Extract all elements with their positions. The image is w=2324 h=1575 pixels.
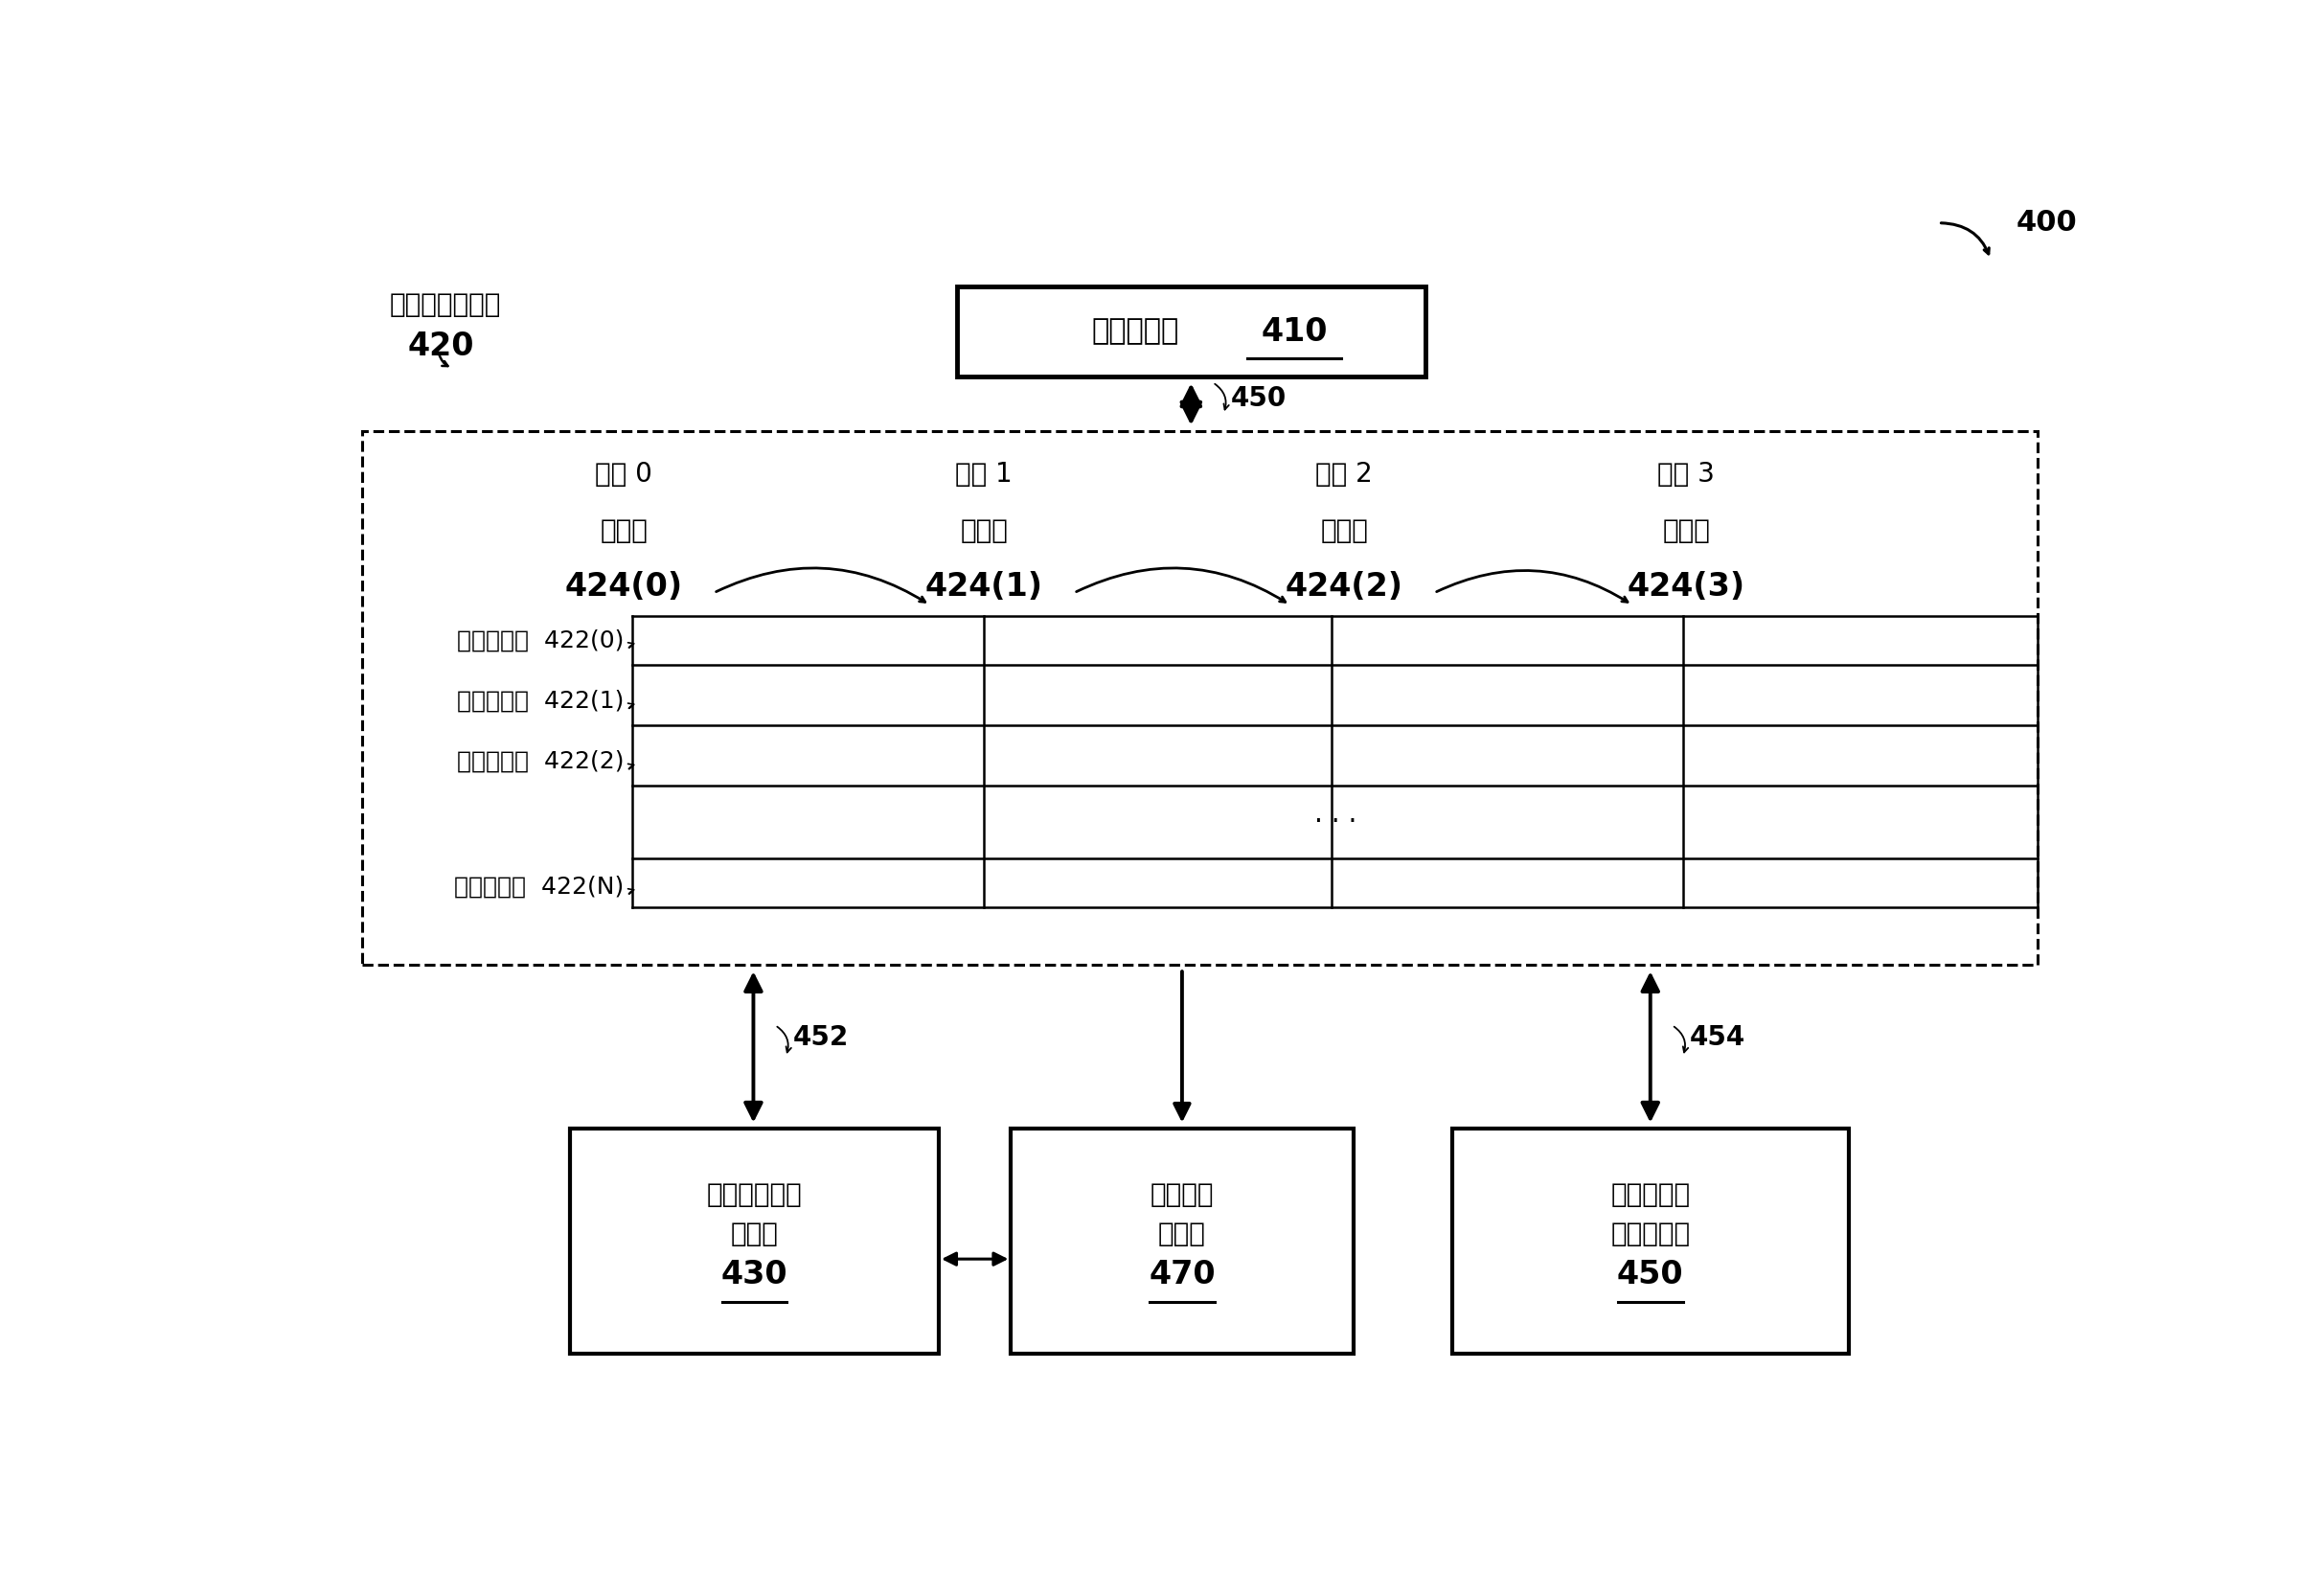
Text: 存储器: 存储器: [960, 518, 1009, 545]
Bar: [957, 287, 1425, 376]
Bar: [1011, 1129, 1353, 1353]
Text: 控制器: 控制器: [1157, 1221, 1206, 1247]
Text: 存储器: 存储器: [600, 518, 648, 545]
Text: 高速缓存行  422(N): 高速缓存行 422(N): [453, 874, 623, 898]
Text: 高速缓存行  422(1): 高速缓存行 422(1): [456, 690, 623, 712]
Text: 高速缓存标志: 高速缓存标志: [706, 1181, 802, 1208]
Text: 后备存储区: 后备存储区: [1092, 318, 1178, 345]
Text: 存储器: 存储器: [1320, 518, 1369, 545]
Text: 扇区 0: 扇区 0: [595, 460, 653, 487]
Text: 下一级高速: 下一级高速: [1611, 1181, 1690, 1208]
Text: 450: 450: [1232, 384, 1287, 411]
Text: 存储器: 存储器: [730, 1221, 779, 1247]
Bar: [1452, 1129, 1848, 1353]
Text: 高速缓存: 高速缓存: [1150, 1181, 1213, 1208]
Text: 扇区 1: 扇区 1: [955, 460, 1013, 487]
Bar: [363, 432, 2038, 965]
Text: 450: 450: [1618, 1258, 1683, 1292]
Text: 缓存存储器: 缓存存储器: [1611, 1221, 1690, 1247]
Text: 424(3): 424(3): [1627, 572, 1745, 603]
Text: 410: 410: [1262, 315, 1327, 348]
Text: 470: 470: [1148, 1258, 1215, 1292]
Text: 高速缓存存储器: 高速缓存存储器: [390, 291, 502, 318]
Text: 420: 420: [407, 331, 474, 362]
Text: 452: 452: [792, 1024, 848, 1051]
Text: 存储器: 存储器: [1662, 518, 1710, 545]
Text: 424(0): 424(0): [565, 572, 683, 603]
Text: 424(2): 424(2): [1285, 572, 1404, 603]
Text: · · ·: · · ·: [1313, 808, 1357, 835]
Text: 扇区 3: 扇区 3: [1657, 460, 1715, 487]
Text: 高速缓存行  422(2): 高速缓存行 422(2): [456, 750, 623, 773]
Text: 扇区 2: 扇区 2: [1315, 460, 1373, 487]
Text: 高速缓存行  422(0): 高速缓存行 422(0): [456, 628, 623, 652]
Text: 424(1): 424(1): [925, 572, 1043, 603]
Text: 430: 430: [720, 1258, 788, 1292]
Text: 454: 454: [1690, 1024, 1745, 1051]
Text: 400: 400: [2015, 209, 2078, 236]
Bar: [569, 1129, 939, 1353]
